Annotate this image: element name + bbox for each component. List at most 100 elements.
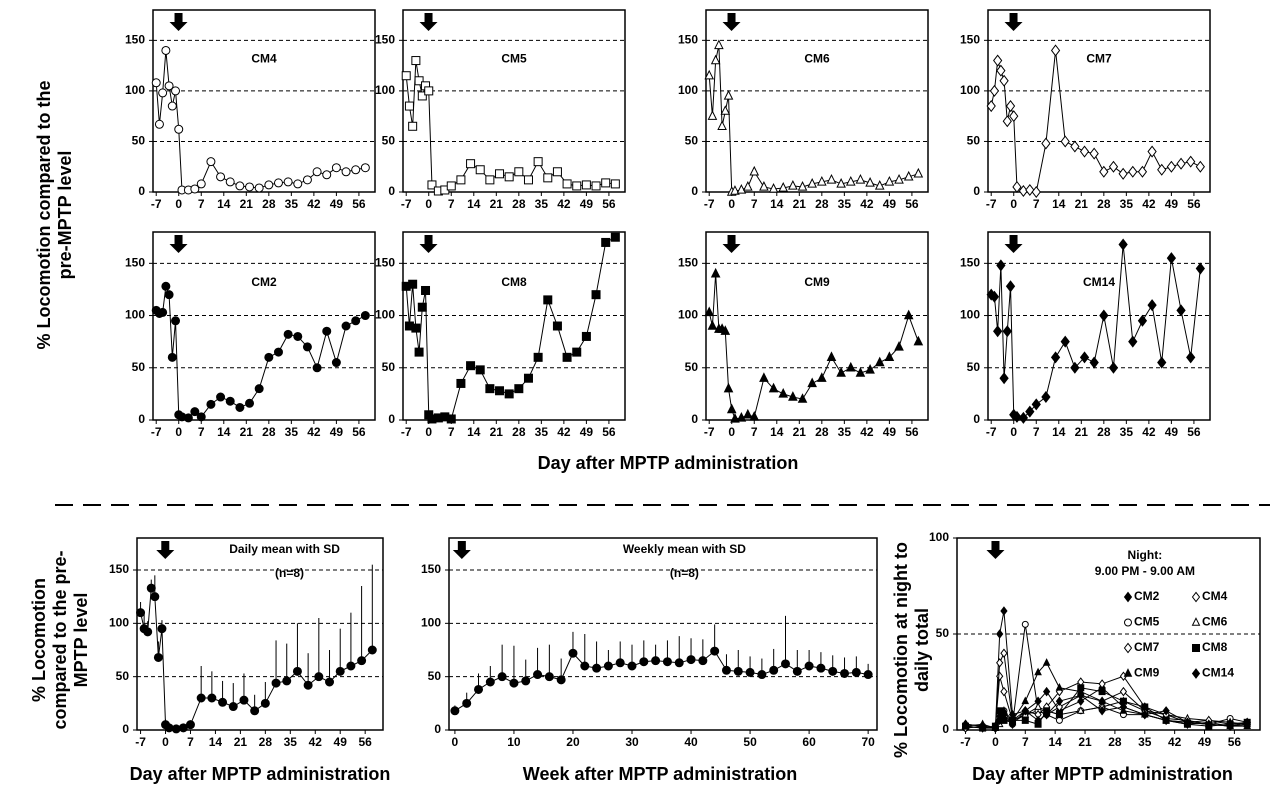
marker	[254, 183, 264, 193]
marker	[736, 184, 747, 194]
x-tick-label: 21	[490, 425, 504, 439]
panel-title: CM6	[804, 51, 830, 65]
marker	[1070, 140, 1080, 153]
marker	[1226, 721, 1234, 731]
marker	[254, 384, 264, 394]
marker	[357, 656, 367, 666]
marker	[312, 167, 322, 177]
x-axis-label: Day after MPTP administration	[972, 764, 1233, 784]
x-tick-label: 7	[198, 197, 205, 211]
marker	[314, 672, 324, 682]
y-tick-label: 150	[960, 256, 980, 270]
y-tick-label: 150	[678, 256, 698, 270]
marker	[884, 175, 895, 186]
marker	[698, 656, 708, 666]
marker	[216, 392, 226, 402]
x-tick-label: 7	[1033, 425, 1040, 439]
marker	[817, 372, 827, 382]
marker	[207, 693, 217, 703]
marker	[225, 396, 235, 406]
marker	[855, 173, 866, 184]
arrow	[986, 541, 1005, 559]
y-tick-label: 50	[116, 669, 130, 683]
x-tick-label: 0	[425, 197, 432, 211]
y-tick-label: 100	[929, 530, 949, 544]
x-tick-label: 49	[580, 425, 594, 439]
marker	[303, 680, 313, 690]
marker	[462, 698, 472, 708]
x-tick-label: 21	[1075, 197, 1089, 211]
marker	[206, 399, 216, 409]
marker	[1000, 686, 1008, 697]
x-tick-label: 14	[209, 735, 223, 749]
marker	[341, 321, 351, 331]
marker	[1021, 716, 1029, 724]
x-tick-label: 14	[217, 197, 231, 211]
y-tick-label: 150	[125, 256, 145, 270]
x-tick-label: 56	[352, 425, 366, 439]
marker	[686, 655, 696, 665]
plot-frame	[987, 9, 1211, 193]
marker	[704, 69, 715, 80]
plot-frame	[136, 537, 384, 731]
marker	[1137, 314, 1148, 327]
marker	[1098, 688, 1106, 696]
marker	[157, 624, 167, 634]
y-tick-label: 50	[382, 134, 396, 148]
marker	[167, 352, 177, 362]
marker	[183, 413, 193, 423]
marker	[136, 608, 146, 618]
marker	[190, 184, 200, 194]
x-tick-label: 40	[684, 735, 698, 749]
x-tick-label: 7	[751, 425, 758, 439]
x-tick-label: 42	[557, 425, 571, 439]
marker	[335, 666, 345, 676]
x-tick-label: 21	[793, 425, 807, 439]
marker	[446, 181, 456, 191]
marker	[730, 413, 740, 423]
marker	[360, 311, 370, 321]
arrow	[722, 13, 741, 31]
marker	[495, 386, 505, 396]
x-tick-label: 7	[1022, 735, 1029, 749]
marker	[913, 167, 924, 178]
x-tick-label: 20	[566, 735, 580, 749]
marker	[351, 165, 361, 175]
marker	[485, 175, 495, 185]
marker	[768, 382, 779, 393]
y-tick-label: 100	[421, 616, 441, 630]
panel-title: CM2	[251, 275, 277, 289]
x-tick-label: 7	[751, 197, 758, 211]
marker	[1055, 696, 1064, 706]
marker	[351, 316, 361, 326]
marker	[851, 667, 861, 677]
marker	[158, 88, 168, 98]
marker	[1195, 262, 1205, 275]
marker	[780, 659, 790, 669]
marker	[627, 661, 637, 671]
x-tick-label: 7	[1033, 197, 1040, 211]
x-tick-label: 49	[330, 197, 344, 211]
marker	[1128, 335, 1138, 348]
x-tick-label: 21	[234, 735, 248, 749]
marker	[1034, 667, 1042, 676]
x-tick-label: 7	[187, 735, 194, 749]
marker	[1025, 405, 1035, 418]
x-tick-label: 28	[262, 197, 276, 211]
panel-title: Weekly mean with SD	[623, 542, 746, 556]
legend-marker	[1123, 668, 1133, 677]
marker	[456, 378, 466, 388]
marker	[218, 697, 228, 707]
y-tick-label: 50	[382, 360, 396, 374]
y-tick-label: 100	[109, 616, 129, 630]
x-tick-label: 14	[770, 197, 784, 211]
marker	[504, 172, 514, 182]
legend-label: CM9	[1134, 666, 1160, 680]
marker	[1195, 160, 1205, 173]
marker	[264, 352, 274, 362]
marker	[167, 101, 177, 111]
marker	[855, 367, 866, 377]
marker	[235, 402, 245, 412]
marker	[196, 412, 206, 422]
